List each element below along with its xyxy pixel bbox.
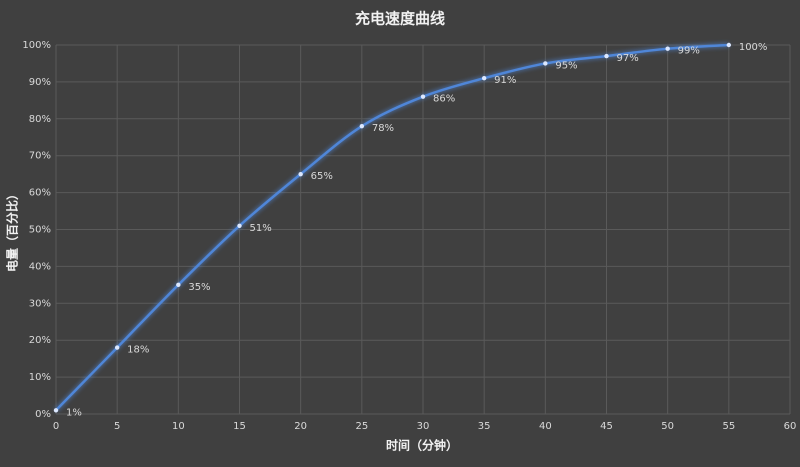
y-tick-label: 90% [29,77,51,88]
point [298,171,303,177]
x-tick-label: 10 [172,421,185,432]
point [420,94,426,99]
data-label: 18% [127,345,149,356]
x-tick-label: 60 [784,421,797,432]
point [604,53,609,59]
point [237,223,242,229]
data-label: 86% [433,94,455,105]
x-tick-label: 45 [600,421,613,432]
point [481,76,487,81]
x-tick-label: 15 [233,421,246,432]
x-tick-label: 30 [417,421,430,432]
x-tick-label: 50 [661,421,674,432]
data-label: 95% [555,60,577,71]
x-tick-label: 35 [478,421,491,432]
data-label: 78% [372,123,394,134]
chart-title: 充电速度曲线 [355,10,445,28]
data-label: 1% [66,407,82,418]
point [53,408,59,413]
data-label: 97% [617,53,639,64]
y-tick-label: 40% [29,261,51,272]
y-tick-label: 20% [29,335,51,346]
x-tick-label: 5 [114,421,120,432]
data-label: 91% [494,75,516,86]
point [665,46,670,51]
x-tick-label: 25 [355,421,368,432]
point [359,123,365,129]
x-tick-label: 0 [53,421,59,432]
data-label: 35% [188,282,210,293]
y-tick-label: 60% [29,188,51,199]
point [176,282,181,288]
y-tick-label: 10% [29,372,51,383]
line [55,43,729,412]
x-tick-label: 40 [539,421,552,432]
x-tick-label: 55 [722,421,735,432]
data-label: 100% [739,42,768,53]
data-label: 65% [311,171,333,182]
y-tick-label: 30% [29,298,51,309]
y-tick-label: 70% [29,151,51,162]
y-tick-label: 100% [22,40,51,51]
y-tick-label: 80% [29,114,51,125]
data-label: 99% [678,46,700,57]
y-axis-title: 电量（百分比） [5,188,20,272]
point [543,61,548,66]
x-axis-title: 时间（分钟） [386,438,458,453]
point [114,345,120,350]
x-tick-label: 20 [294,421,307,432]
data-label: 51% [250,223,272,234]
point [726,42,732,48]
y-tick-label: 50% [29,225,51,236]
y-tick-label: 0% [35,409,51,420]
